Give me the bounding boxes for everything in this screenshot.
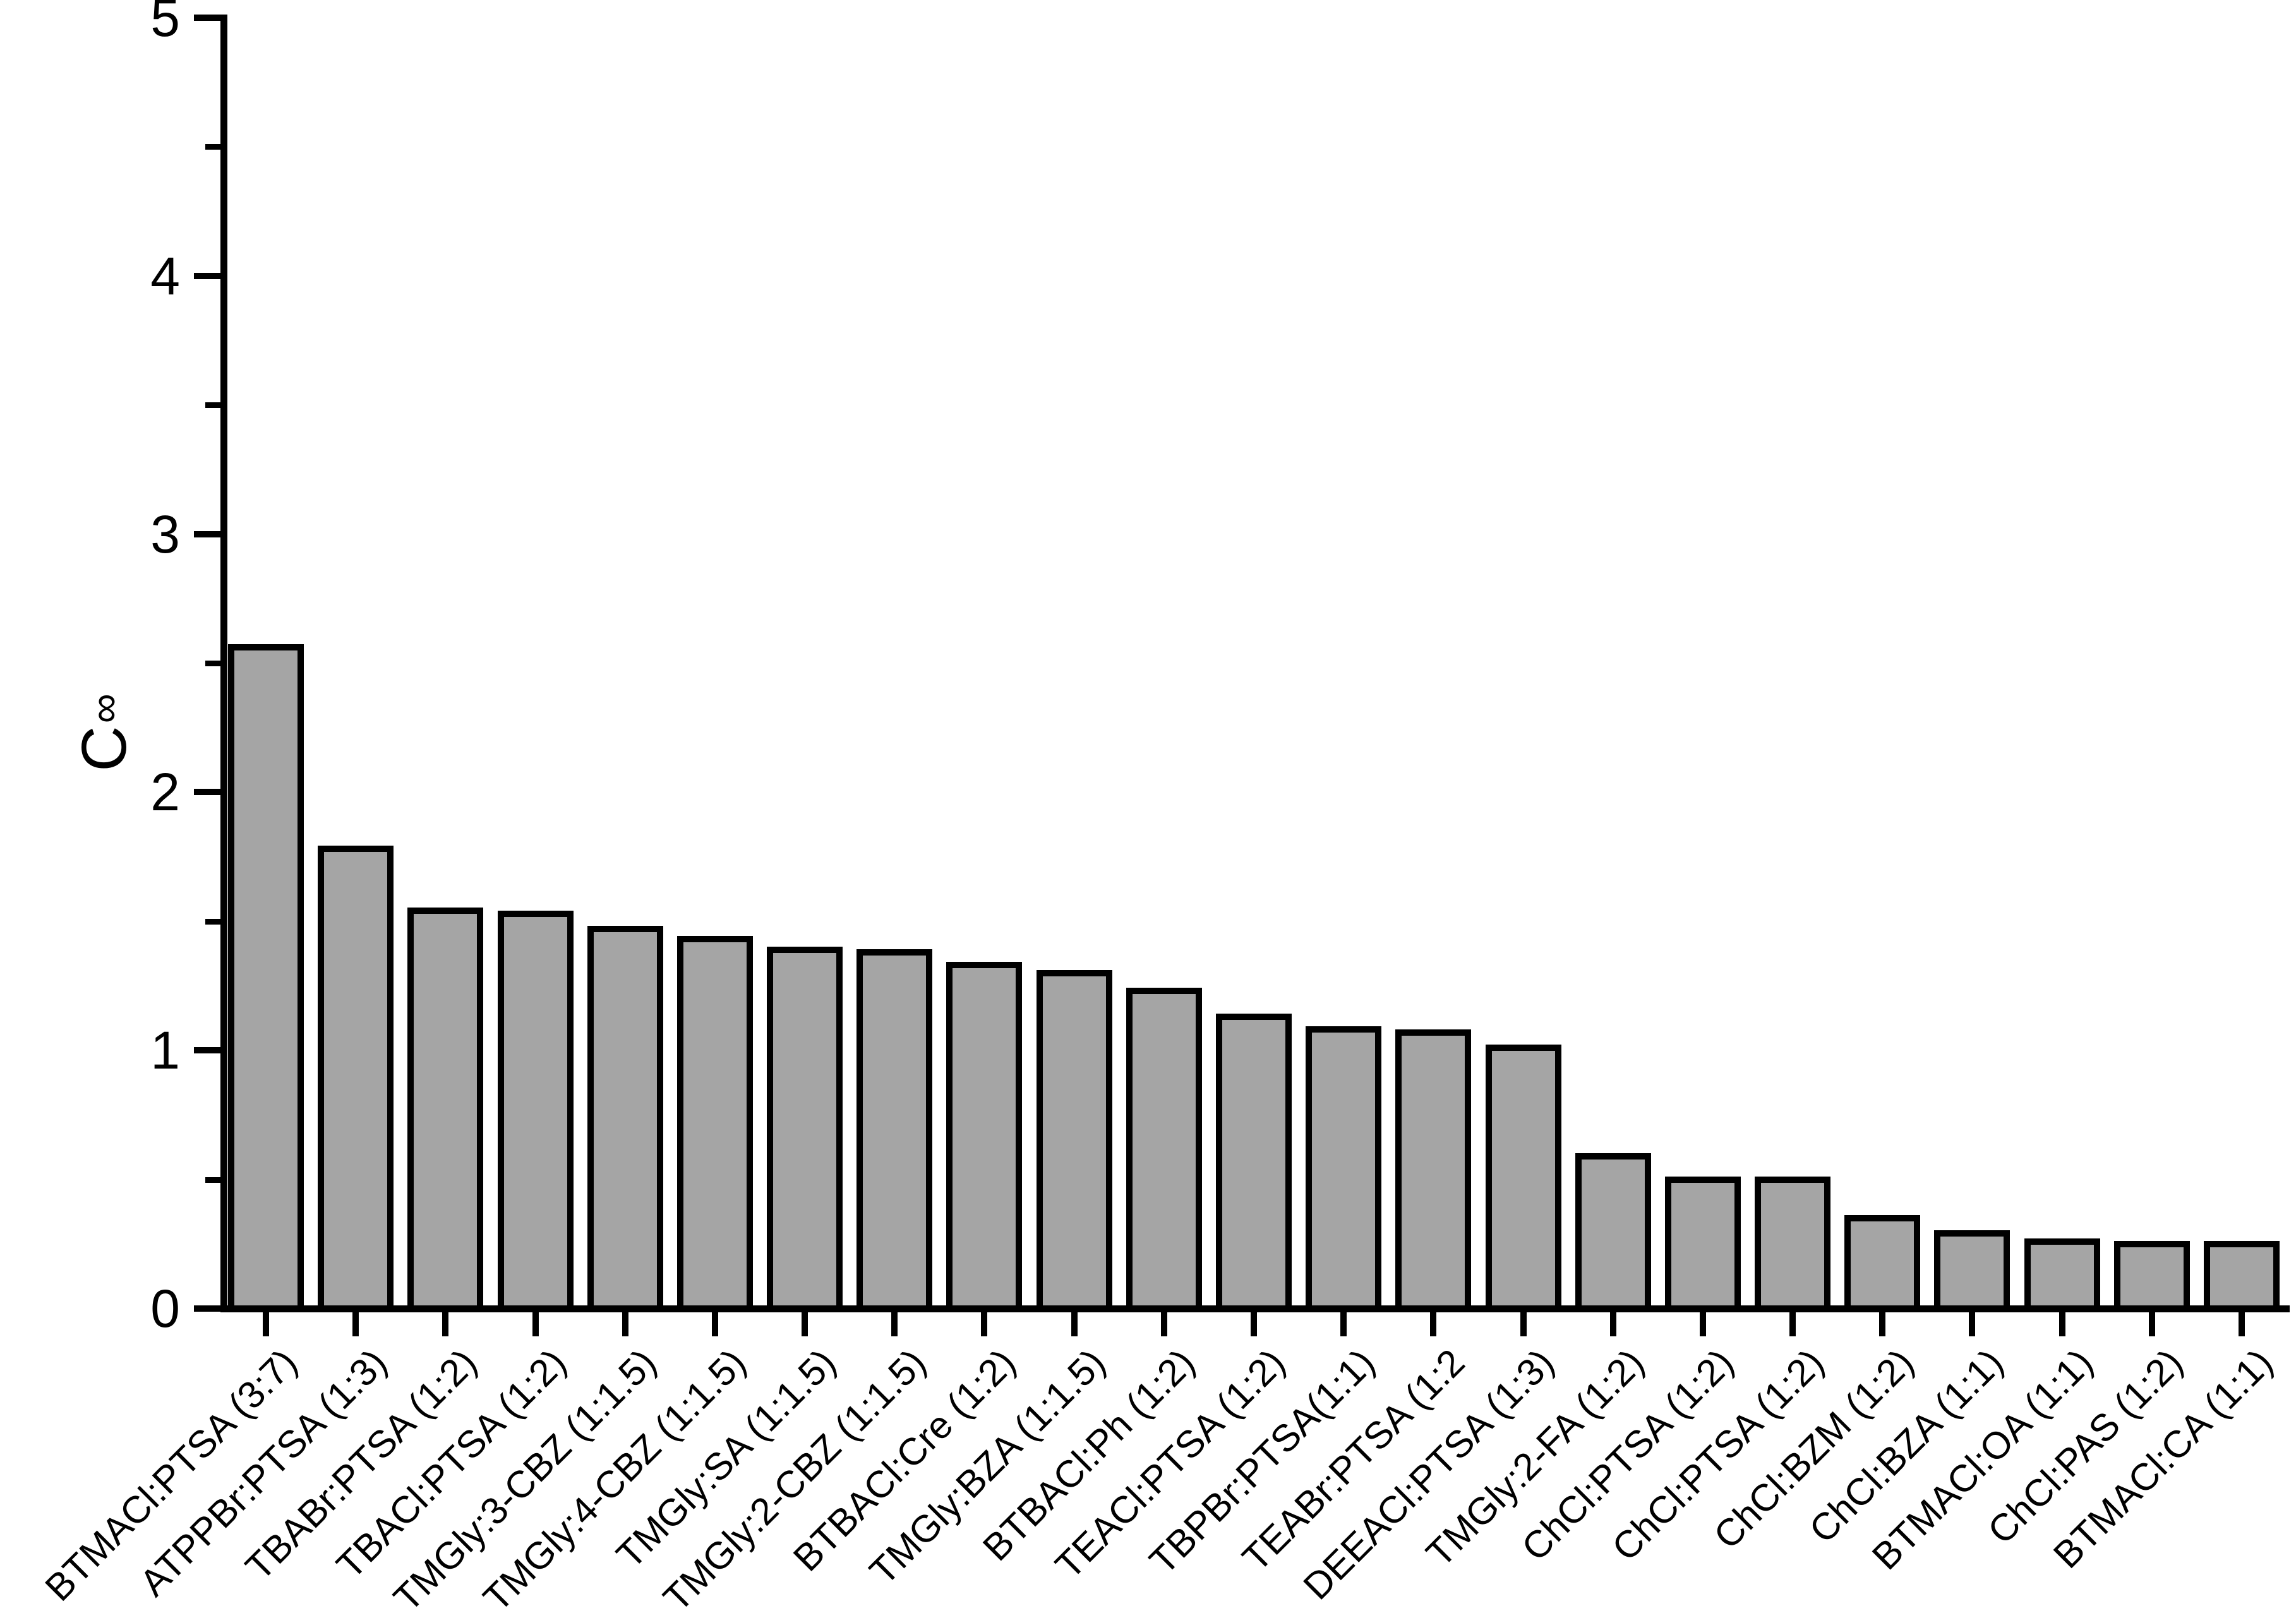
bar <box>1215 1014 1292 1312</box>
x-tick <box>1340 1312 1347 1336</box>
bar <box>1306 1026 1382 1312</box>
bar <box>1844 1214 1921 1312</box>
bar <box>2024 1238 2100 1312</box>
x-tick <box>532 1312 539 1336</box>
x-tick <box>891 1312 898 1336</box>
x-tick <box>1430 1312 1437 1336</box>
y-major-tick <box>194 272 220 279</box>
bar <box>318 846 394 1312</box>
x-tick <box>981 1312 988 1336</box>
x-tick <box>1969 1312 1976 1336</box>
x-tick <box>1160 1312 1167 1336</box>
x-tick <box>2148 1312 2155 1336</box>
x-tick <box>2059 1312 2065 1336</box>
x-tick <box>352 1312 359 1336</box>
x-tick <box>711 1312 718 1336</box>
bar <box>1395 1029 1472 1312</box>
x-tick <box>1609 1312 1616 1336</box>
bar <box>1036 969 1112 1312</box>
bar <box>767 946 843 1312</box>
x-tick <box>1250 1312 1257 1336</box>
x-tick <box>1699 1312 1706 1336</box>
bar <box>228 644 304 1312</box>
y-minor-tick <box>205 402 220 409</box>
bar <box>946 962 1023 1312</box>
bar <box>1934 1230 2011 1312</box>
y-major-tick <box>194 15 220 21</box>
y-tick-label: 1 <box>150 1021 180 1081</box>
bar <box>1664 1176 1741 1312</box>
x-tick <box>263 1312 269 1336</box>
y-tick-label: 0 <box>150 1279 180 1338</box>
x-tick <box>1879 1312 1886 1336</box>
y-major-tick <box>194 789 220 796</box>
x-tick <box>442 1312 449 1336</box>
x-axis-line <box>220 1305 2290 1312</box>
bar <box>1755 1176 1831 1312</box>
x-tick <box>1071 1312 1078 1336</box>
y-minor-tick <box>205 1177 220 1183</box>
y-minor-tick <box>205 661 220 666</box>
bar <box>407 908 484 1312</box>
y-tick-label: 3 <box>150 504 180 564</box>
y-axis-title-base: C <box>68 726 140 772</box>
bar <box>676 936 753 1312</box>
bar <box>856 949 933 1312</box>
y-major-tick <box>194 530 220 537</box>
bar <box>1575 1153 1651 1312</box>
y-tick-label: 2 <box>150 762 180 822</box>
x-tick <box>2238 1312 2245 1336</box>
x-tick <box>802 1312 808 1336</box>
y-tick-label: 5 <box>150 0 180 47</box>
bar <box>2113 1240 2190 1312</box>
y-minor-tick <box>205 144 220 150</box>
bar <box>497 910 574 1312</box>
bar <box>1485 1045 1561 1312</box>
y-major-tick <box>194 1047 220 1054</box>
x-tick <box>1520 1312 1527 1336</box>
y-major-tick <box>194 1305 220 1312</box>
y-tick-label: 4 <box>150 246 180 306</box>
bar <box>2203 1240 2280 1312</box>
x-tick <box>1789 1312 1796 1336</box>
y-axis-line <box>220 15 227 1312</box>
bar <box>587 926 663 1312</box>
x-tick <box>622 1312 628 1336</box>
y-minor-tick <box>205 918 220 925</box>
bar <box>1126 988 1202 1312</box>
